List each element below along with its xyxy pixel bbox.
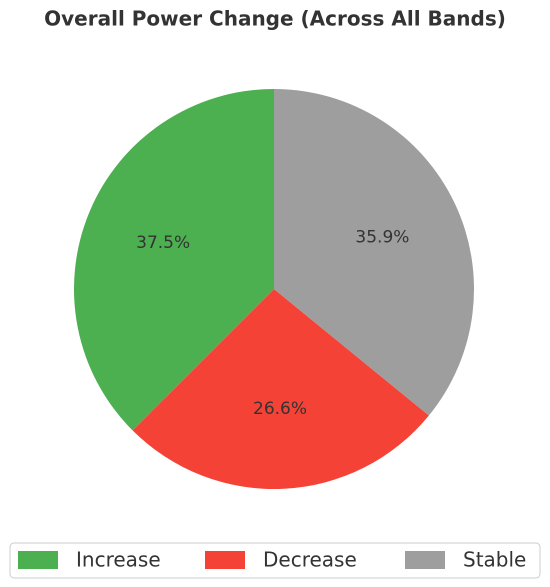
slice-label: 26.6% (253, 399, 307, 419)
legend-swatch (205, 551, 245, 569)
slice-label: 35.9% (355, 228, 409, 248)
legend-swatch (18, 551, 58, 569)
chart-title: Overall Power Change (Across All Bands) (44, 7, 506, 31)
legend-label: Stable (463, 548, 526, 572)
slice-label: 37.5% (136, 233, 190, 253)
legend-label: Increase (76, 548, 161, 572)
pie-slice (73, 89, 274, 431)
legend-swatch (405, 551, 445, 569)
legend-label: Decrease (263, 548, 357, 572)
pie-slice (132, 289, 429, 490)
pie-slice (274, 89, 474, 416)
